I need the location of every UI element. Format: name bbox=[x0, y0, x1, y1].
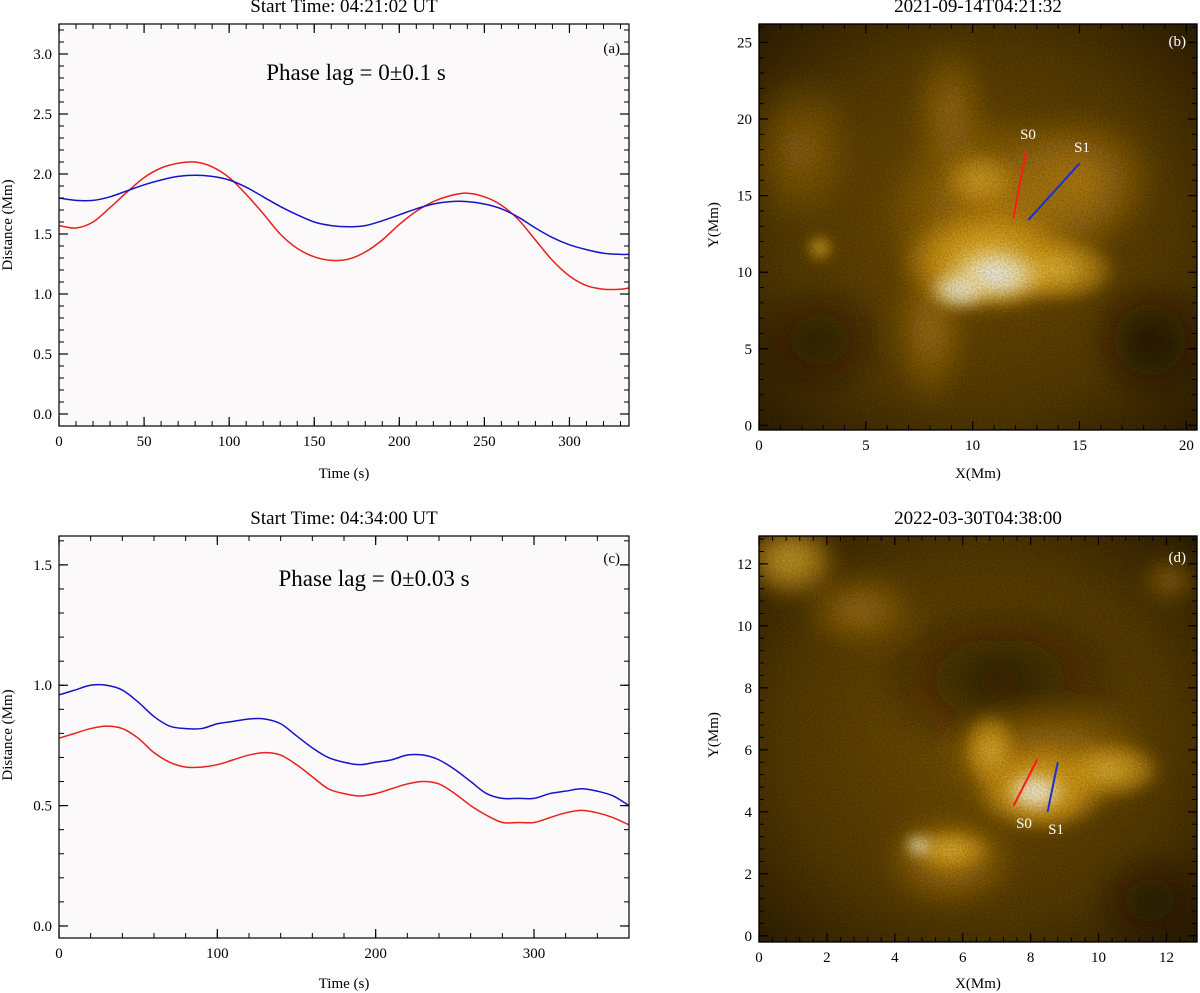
slit-line-s0 bbox=[1012, 758, 1039, 807]
y-tick-label: 5 bbox=[745, 342, 753, 358]
panel-a: 0 50 100 150 200 250 3000.00.51.01.52.02.53.0 … bbox=[0, 0, 630, 482]
x-tick-label: 200 bbox=[364, 946, 387, 962]
panel-d: 0 2 4 6 8 10 12 0 2 4 6 8 10 12 2022-03-30T04:38:00 (… bbox=[706, 508, 1198, 992]
series-a bbox=[58, 161, 630, 291]
y-tick-label: 10 bbox=[737, 265, 752, 281]
slit-label-s1-d: S1 bbox=[1048, 822, 1064, 838]
x-tick-label: 15 bbox=[1072, 438, 1087, 454]
series-c bbox=[58, 683, 630, 826]
y-tick-label: 0.0 bbox=[33, 919, 52, 935]
y-axis-label-c: Distance (Mm) bbox=[0, 689, 16, 780]
y-tick-label: 10 bbox=[737, 619, 752, 635]
x-tick-label: 5 bbox=[862, 438, 870, 454]
panel-label-c: (c) bbox=[603, 551, 620, 567]
panel-title-c: Start Time: 04:34:00 UT bbox=[250, 508, 438, 529]
x-tick-label: 100 bbox=[218, 434, 241, 450]
panel-title-b: 2021-09-14T04:21:32 bbox=[894, 0, 1062, 17]
y-tick-label: 6 bbox=[745, 743, 753, 759]
y-axis-label-a: Distance (Mm) bbox=[0, 179, 16, 270]
panel-label-d: (d) bbox=[1169, 550, 1187, 566]
y-tick-label: 0 bbox=[745, 929, 753, 945]
panel-c: 0 100 200 300 0.0 0.5 1.0 1.5 Start Time: 04:34… bbox=[0, 508, 630, 992]
x-tick-label: 100 bbox=[206, 946, 229, 962]
x-axis-label-a: Time (s) bbox=[319, 466, 370, 482]
slits-d bbox=[1012, 758, 1059, 813]
x-tick-label: 10 bbox=[1091, 950, 1106, 966]
y-tick-label: 2 bbox=[745, 867, 753, 883]
phase-lag-annotation-a: Phase lag = 0±0.1 s bbox=[266, 60, 446, 85]
slit-line-s1 bbox=[1027, 162, 1081, 221]
x-tick-label: 0 bbox=[55, 946, 63, 962]
x-tick-label: 2 bbox=[823, 950, 831, 966]
panel-b: 0 5 10 15 20 0 5 10 15 20 25 2021-09-14T04:21:32 (… bbox=[706, 0, 1198, 482]
y-tick-label: 8 bbox=[745, 681, 753, 697]
y-tick-label: 3.0 bbox=[33, 47, 52, 63]
solar-image-b bbox=[759, 24, 1197, 430]
x-tick-label: 0 bbox=[755, 438, 763, 454]
y-tick-label: 1.5 bbox=[33, 558, 52, 574]
slit-label-s1-b: S1 bbox=[1074, 140, 1090, 156]
panel-label-b: (b) bbox=[1169, 34, 1187, 50]
x-tick-label: 50 bbox=[137, 434, 152, 450]
x-tick-label: 12 bbox=[1159, 950, 1174, 966]
x-tick-label: 8 bbox=[1027, 950, 1035, 966]
series-line-s0 bbox=[58, 161, 630, 291]
axes-frame-a bbox=[58, 23, 630, 427]
slit-label-s0-b: S0 bbox=[1020, 127, 1036, 143]
y-tick-label: 2.0 bbox=[33, 167, 52, 183]
y-tick-label: 25 bbox=[737, 35, 752, 51]
y-tick-label: 0.5 bbox=[33, 799, 52, 815]
slit-line-s1 bbox=[1046, 762, 1059, 813]
x-tick-label: 20 bbox=[1179, 438, 1194, 454]
x-tick-label: 6 bbox=[959, 950, 967, 966]
series-line-s0 bbox=[58, 725, 630, 826]
plot-area-c bbox=[59, 536, 629, 938]
y-tick-label: 2.5 bbox=[33, 107, 52, 123]
phase-lag-annotation-c: Phase lag = 0±0.03 s bbox=[278, 566, 469, 591]
slit-label-s0-d: S0 bbox=[1016, 816, 1032, 832]
x-axis-label-b: X(Mm) bbox=[955, 466, 1001, 482]
series-line-s1 bbox=[58, 174, 630, 256]
series-line-s1 bbox=[58, 683, 630, 807]
y-tick-label: 0.5 bbox=[33, 347, 52, 363]
y-tick-label: 15 bbox=[737, 189, 752, 205]
y-tick-label: 1.5 bbox=[33, 227, 52, 243]
plot-area-a bbox=[59, 24, 629, 426]
slits-b bbox=[1012, 150, 1081, 221]
y-tick-label: 1.0 bbox=[33, 678, 52, 694]
axes-frame-b bbox=[758, 23, 1198, 431]
x-tick-label: 250 bbox=[473, 434, 496, 450]
x-tick-label: 200 bbox=[388, 434, 411, 450]
x-axis-label-d: X(Mm) bbox=[955, 976, 1001, 992]
axes-frame-d bbox=[758, 535, 1198, 943]
y-tick-label: 12 bbox=[737, 557, 752, 573]
x-tick-label: 300 bbox=[558, 434, 581, 450]
x-tick-label: 10 bbox=[965, 438, 980, 454]
x-axis-label-c: Time (s) bbox=[319, 976, 370, 992]
panel-title-a: Start Time: 04:21:02 UT bbox=[250, 0, 438, 17]
solar-image-d bbox=[759, 536, 1197, 942]
panel-title-d: 2022-03-30T04:38:00 bbox=[894, 508, 1062, 529]
y-tick-label: 20 bbox=[737, 112, 752, 128]
y-tick-label: 1.0 bbox=[33, 287, 52, 303]
axes-d: 0 2 4 6 8 10 12 0 2 4 6 8 10 12 bbox=[737, 535, 1198, 966]
x-tick-label: 150 bbox=[303, 434, 326, 450]
y-axis-label-b: Y(Mm) bbox=[706, 202, 722, 248]
y-axis-label-d: Y(Mm) bbox=[706, 712, 722, 758]
x-tick-label: 0 bbox=[755, 950, 763, 966]
y-tick-label: 0.0 bbox=[33, 407, 52, 423]
panel-label-a: (a) bbox=[603, 41, 620, 57]
slit-line-s0 bbox=[1012, 150, 1028, 219]
axes-b: 0 5 10 15 20 0 5 10 15 20 25 bbox=[737, 23, 1198, 454]
y-tick-label: 0 bbox=[745, 418, 753, 434]
axes-c: 0 100 200 300 0.0 0.5 1.0 1.5 bbox=[33, 535, 630, 962]
axes-a: 0 50 100 150 200 250 300 0.0 0.5 1.0 1.5 2.0 2.5 3.0 bbox=[33, 23, 630, 450]
x-tick-label: 300 bbox=[523, 946, 546, 962]
x-tick-label: 0 bbox=[55, 434, 63, 450]
y-tick-label: 4 bbox=[745, 805, 753, 821]
x-tick-label: 4 bbox=[891, 950, 899, 966]
